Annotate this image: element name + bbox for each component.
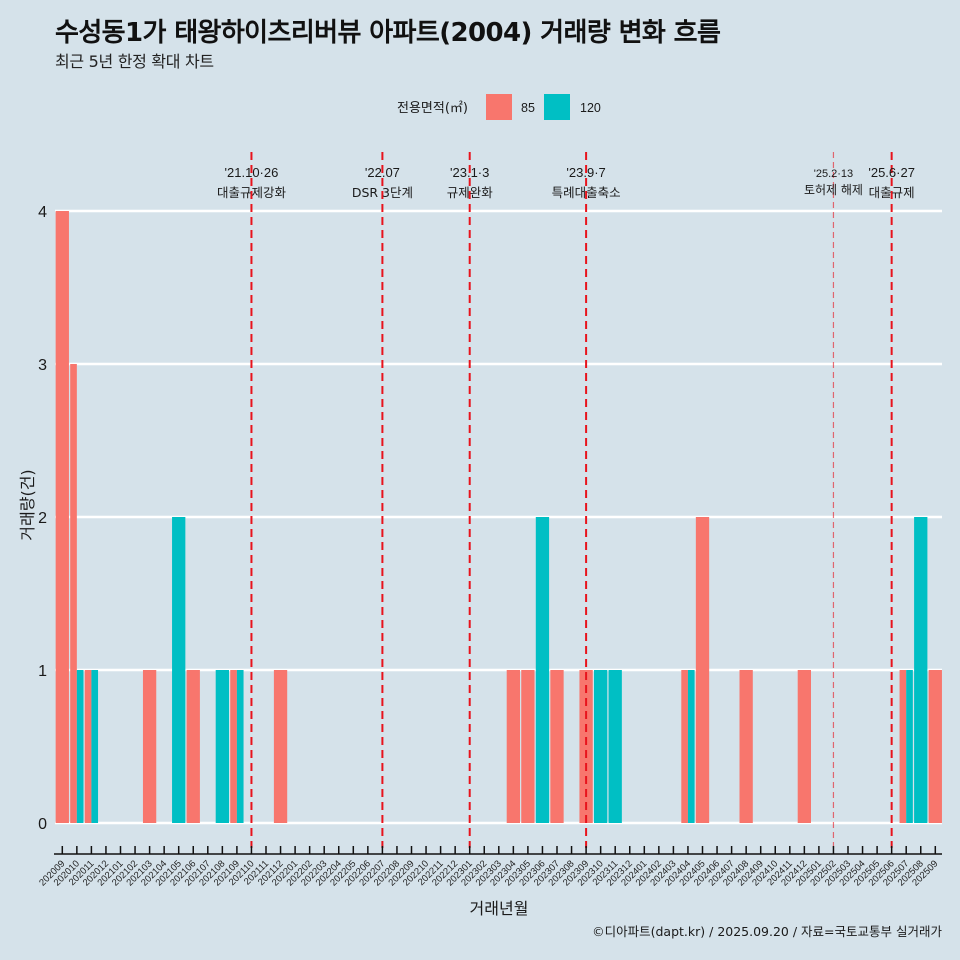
bar-85-202103 [142, 670, 157, 823]
chart-title: 수성동1가 태왕하이츠리버뷰 아파트(2004) 거래량 변화 흐름 [55, 18, 721, 48]
bar-120-202109 [236, 670, 244, 823]
bar-85-202405 [695, 517, 710, 823]
event-date-label: '21.10·26 [225, 165, 279, 180]
legend-title: 전용면적(㎡) [397, 101, 468, 116]
event-name-label: 대출규제강화 [217, 185, 287, 200]
bar-120-202508 [914, 517, 928, 823]
y-tick-label: 4 [38, 204, 47, 221]
bar-120-202108 [215, 670, 229, 823]
y-tick-label: 0 [38, 816, 47, 833]
event-date-label: '25.6·27 [868, 165, 915, 180]
bars [55, 211, 942, 823]
bar-85-202109 [230, 670, 237, 823]
y-tick-label: 2 [38, 510, 47, 527]
bar-120-202011 [91, 670, 99, 823]
event-name-label: 대출규제 [869, 185, 915, 200]
bar-85-202507 [899, 670, 907, 823]
x-axis-title: 거래년월 [470, 899, 529, 918]
bar-85-202010 [70, 364, 77, 823]
legend: 전용면적(㎡) 85 120 [397, 94, 601, 120]
legend-label-85: 85 [521, 101, 535, 115]
bar-85-202009 [55, 211, 69, 823]
bar-120-202311 [608, 670, 622, 823]
bar-85-202412 [797, 670, 811, 823]
bar-85-202112 [273, 670, 288, 823]
event-date-label: '25.2·13 [814, 168, 853, 180]
event-date-label: '23.1·3 [450, 165, 489, 180]
event-name-label: 토허제 해제 [804, 183, 863, 197]
bar-85-202011 [84, 670, 92, 823]
y-tick-label: 3 [38, 357, 47, 374]
bar-120-202310 [594, 670, 608, 823]
bar-120-202306 [535, 517, 550, 823]
event-date-label: '22.07 [365, 165, 400, 180]
y-tick-label: 1 [38, 663, 47, 680]
bar-85-202404 [681, 670, 688, 823]
gridlines [55, 209, 942, 825]
bar-120-202010 [76, 670, 84, 823]
event-annotations: '21.10·26 대출규제강화 '22.07 DSR 3단계 '23.1·3 규제완화 '… [217, 165, 915, 200]
event-lines [250, 152, 893, 848]
bar-85-202305 [521, 670, 535, 823]
bar-85-202106 [186, 670, 200, 823]
bar-85-202309 [579, 670, 593, 823]
bar-120-202105 [172, 517, 186, 823]
chart-subtitle: 최근 5년 한정 확대 차트 [55, 52, 214, 71]
bar-85-202509 [928, 670, 942, 823]
caption: ©디아파트(dapt.kr) / 2025.09.20 / 자료=국토교통부 실… [592, 924, 942, 939]
event-date-label: '23.9·7 [566, 165, 605, 180]
legend-key-85 [486, 94, 512, 120]
event-name-label: DSR 3단계 [352, 185, 413, 200]
bar-120-202404 [687, 670, 695, 823]
bar-85-202307 [550, 670, 564, 823]
y-axis-title: 거래량(건) [18, 469, 37, 540]
bar-85-202408 [739, 670, 753, 823]
event-name-label: 특례대출축소 [552, 185, 621, 200]
bar-120-202507 [906, 670, 913, 823]
legend-key-120 [544, 94, 570, 120]
y-axis: 0 1 2 3 4 [38, 204, 47, 833]
legend-label-120: 120 [580, 101, 601, 115]
event-name-label: 규제완화 [447, 185, 494, 200]
bar-85-202304 [506, 670, 520, 823]
x-axis: 2020092020102020112020122021012021022021… [37, 846, 942, 889]
